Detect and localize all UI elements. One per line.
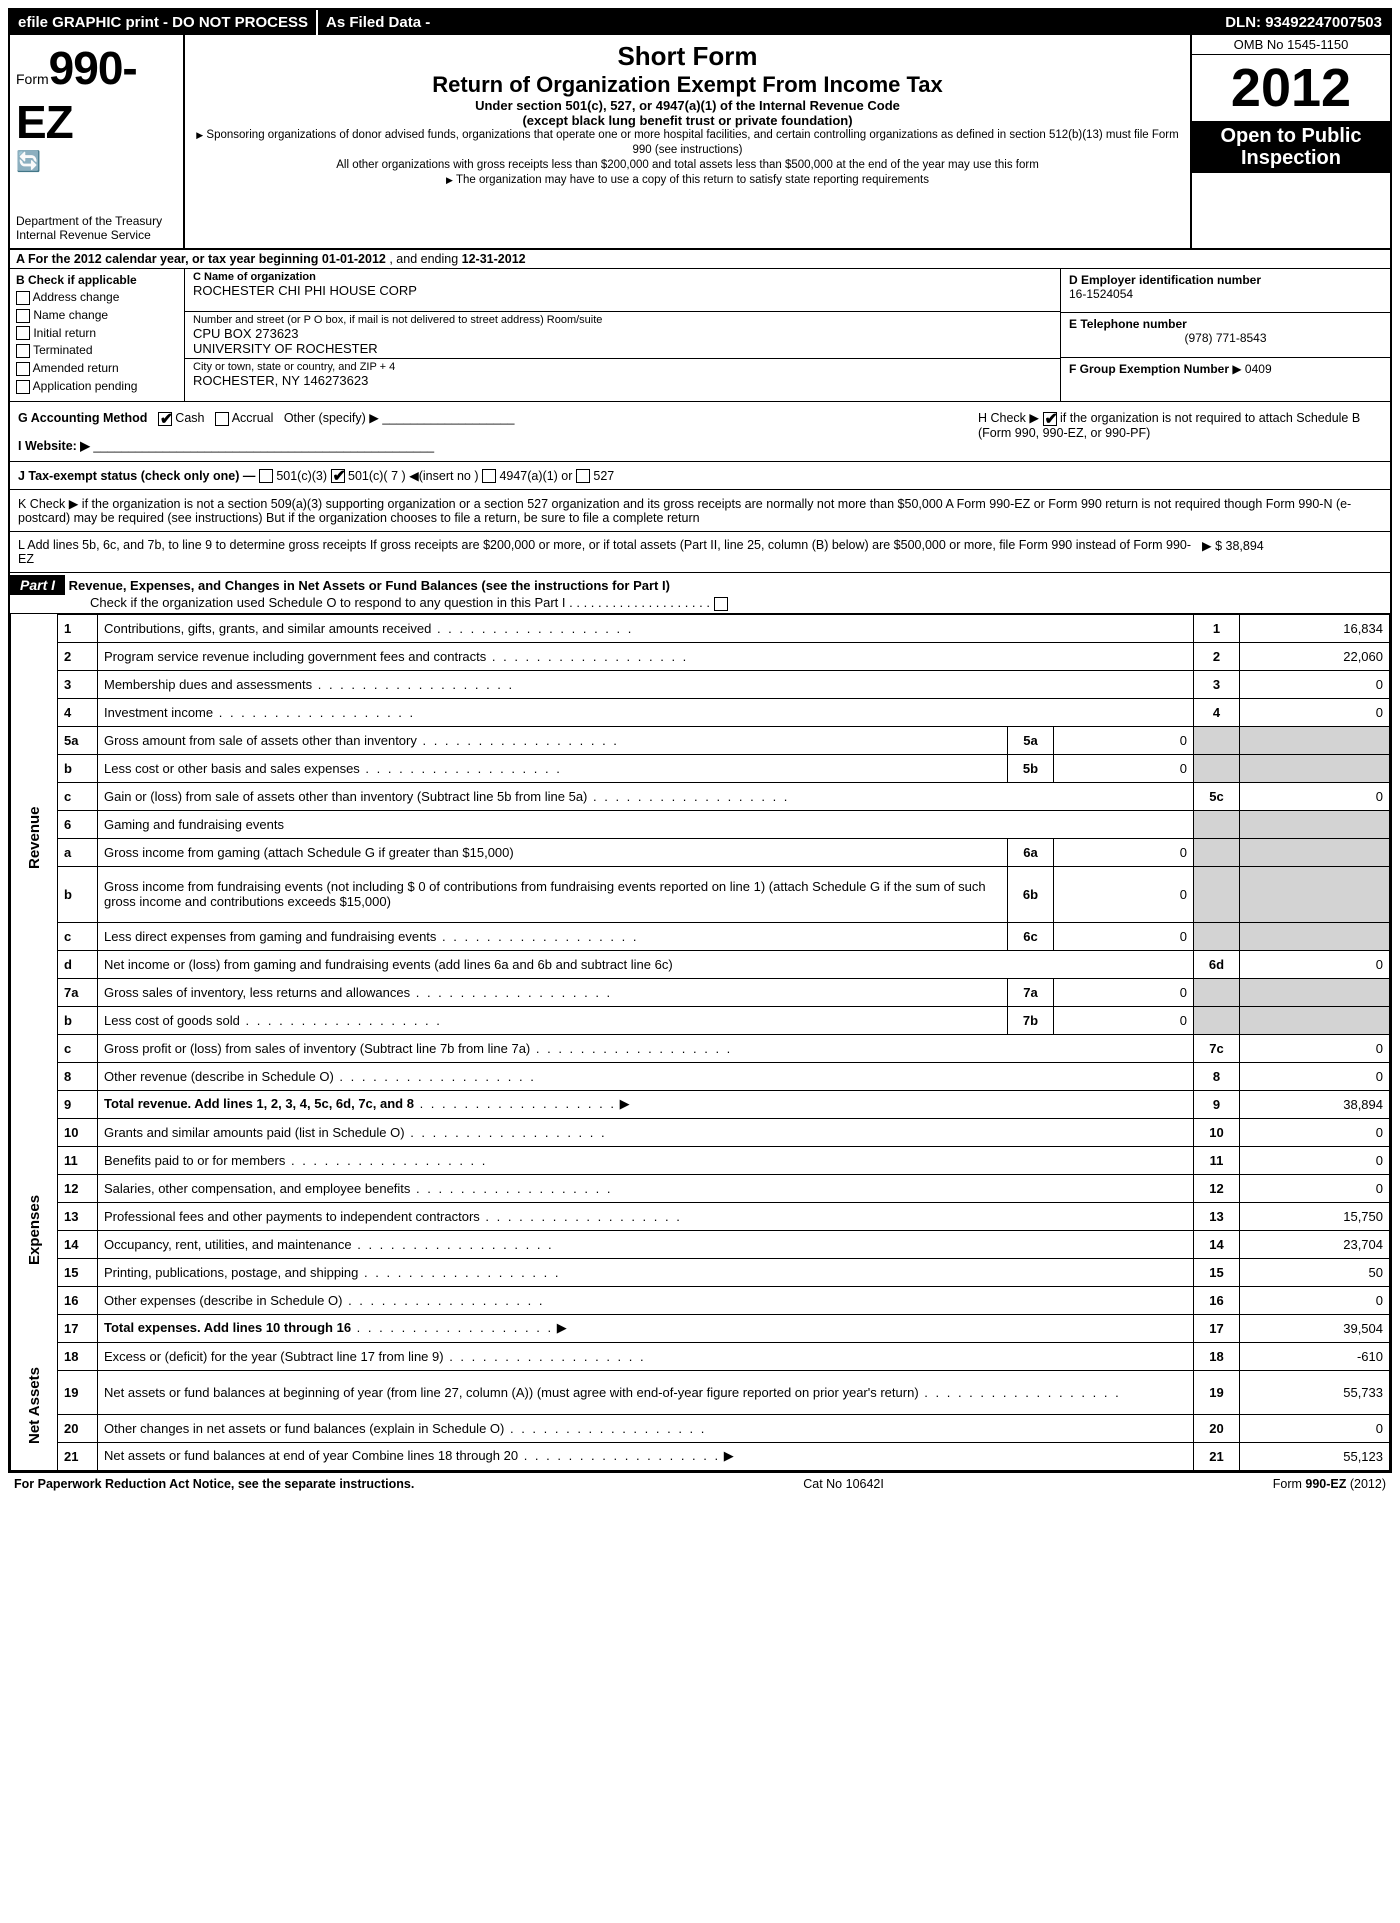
form-number: 990-EZ xyxy=(16,42,137,148)
as-filed-label: As Filed Data - xyxy=(318,10,1217,35)
check-schedule-o[interactable] xyxy=(714,597,728,611)
org-street1: CPU BOX 273623 xyxy=(193,326,1052,341)
title-box: Short Form Return of Organization Exempt… xyxy=(185,35,1190,248)
section-g: G Accounting Method Cash Accrual Other (… xyxy=(10,402,970,461)
short-form-title: Short Form xyxy=(195,41,1180,72)
val-line5b: 0 xyxy=(1054,754,1194,782)
section-b: B Check if applicable Address change Nam… xyxy=(10,269,185,401)
check-address-change[interactable] xyxy=(16,291,30,305)
header-row: Form990-EZ 🔄 Department of the Treasury … xyxy=(10,35,1390,250)
check-4947[interactable] xyxy=(482,469,496,483)
side-netassets: Net Assets xyxy=(11,1342,58,1470)
val-line6b: 0 xyxy=(1054,866,1194,922)
gh-row: G Accounting Method Cash Accrual Other (… xyxy=(10,402,1390,462)
val-line6c: 0 xyxy=(1054,922,1194,950)
val-line2: 22,060 xyxy=(1240,642,1390,670)
side-expenses: Expenses xyxy=(11,1118,58,1342)
val-line6d: 0 xyxy=(1240,950,1390,978)
subtitle: Under section 501(c), 527, or 4947(a)(1)… xyxy=(195,98,1180,113)
check-501c3[interactable] xyxy=(259,469,273,483)
val-line15: 50 xyxy=(1240,1258,1390,1286)
part1-title: Revenue, Expenses, and Changes in Net As… xyxy=(69,578,670,593)
check-pending[interactable] xyxy=(16,380,30,394)
check-schedule-b[interactable] xyxy=(1043,412,1057,426)
val-line4: 0 xyxy=(1240,698,1390,726)
form-container: efile GRAPHIC print - DO NOT PROCESS As … xyxy=(8,8,1392,1473)
val-line6a: 0 xyxy=(1054,838,1194,866)
val-line13: 15,750 xyxy=(1240,1202,1390,1230)
val-line5a: 0 xyxy=(1054,726,1194,754)
top-bar: efile GRAPHIC print - DO NOT PROCESS As … xyxy=(10,10,1390,35)
year-box: OMB No 1545-1150 2012 Open to Public Ins… xyxy=(1190,35,1390,248)
efile-notice: efile GRAPHIC print - DO NOT PROCESS xyxy=(10,10,318,35)
val-line9: 38,894 xyxy=(1240,1090,1390,1118)
section-c: C Name of organization ROCHESTER CHI PHI… xyxy=(185,269,1060,401)
section-j: J Tax-exempt status (check only one) — 5… xyxy=(10,462,1390,491)
check-terminated[interactable] xyxy=(16,344,30,358)
footer: For Paperwork Reduction Act Notice, see … xyxy=(8,1473,1392,1495)
section-h: H Check ▶ if the organization is not req… xyxy=(970,402,1390,461)
group-exemption: ▶ 0409 xyxy=(1232,362,1271,376)
check-501c[interactable] xyxy=(331,469,345,483)
part1-label: Part I xyxy=(10,575,65,595)
part1-header-row: Part I Revenue, Expenses, and Changes in… xyxy=(10,573,1390,614)
fine-print-1: Sponsoring organizations of donor advise… xyxy=(206,129,1178,156)
val-line7a: 0 xyxy=(1054,978,1194,1006)
val-line8: 0 xyxy=(1240,1062,1390,1090)
paperwork-notice: For Paperwork Reduction Act Notice, see … xyxy=(14,1477,414,1491)
val-line19: 55,733 xyxy=(1240,1370,1390,1414)
section-i: I Website: ▶ xyxy=(18,439,90,453)
line-a: A For the 2012 calendar year, or tax yea… xyxy=(10,250,1390,269)
phone: (978) 771-8543 xyxy=(1069,331,1382,345)
val-line1: 16,834 xyxy=(1240,614,1390,642)
main-table: Revenue 1 Contributions, gifts, grants, … xyxy=(10,614,1390,1471)
val-line12: 0 xyxy=(1240,1174,1390,1202)
check-accrual[interactable] xyxy=(215,412,229,426)
open-to-public: Open to Public Inspection xyxy=(1192,121,1390,173)
val-line3: 0 xyxy=(1240,670,1390,698)
tax-year: 2012 xyxy=(1192,55,1390,121)
main-title: Return of Organization Exempt From Incom… xyxy=(195,72,1180,98)
org-street2: UNIVERSITY OF ROCHESTER xyxy=(193,341,1052,356)
val-line7c: 0 xyxy=(1240,1034,1390,1062)
val-line18: -610 xyxy=(1240,1342,1390,1370)
side-revenue: Revenue xyxy=(11,614,58,1062)
bcde-row: B Check if applicable Address change Nam… xyxy=(10,269,1390,402)
val-line16: 0 xyxy=(1240,1286,1390,1314)
gross-receipts: ▶ $ 38,894 xyxy=(1202,538,1382,566)
val-line11: 0 xyxy=(1240,1146,1390,1174)
val-line17: 39,504 xyxy=(1240,1314,1390,1342)
check-amended[interactable] xyxy=(16,362,30,376)
check-initial-return[interactable] xyxy=(16,326,30,340)
part1-check-line: Check if the organization used Schedule … xyxy=(10,595,710,610)
section-k: K Check ▶ if the organization is not a s… xyxy=(10,490,1390,532)
val-line14: 23,704 xyxy=(1240,1230,1390,1258)
fine-print-3: The organization may have to use a copy … xyxy=(456,174,929,186)
val-line7b: 0 xyxy=(1054,1006,1194,1034)
val-line10: 0 xyxy=(1240,1118,1390,1146)
section-l: L Add lines 5b, 6c, and 7b, to line 9 to… xyxy=(10,532,1390,573)
check-name-change[interactable] xyxy=(16,309,30,323)
dept-irs: Internal Revenue Service xyxy=(16,228,177,242)
fine-print-2: All other organizations with gross recei… xyxy=(195,158,1180,173)
paren-note: (except black lung benefit trust or priv… xyxy=(195,113,1180,128)
form-number-box: Form990-EZ 🔄 Department of the Treasury … xyxy=(10,35,185,248)
val-line21: 55,123 xyxy=(1240,1442,1390,1470)
section-def: D Employer identification number 16-1524… xyxy=(1060,269,1390,401)
form-footer: Form 990-EZ (2012) xyxy=(1273,1477,1386,1491)
omb-number: OMB No 1545-1150 xyxy=(1192,35,1390,55)
val-line5c: 0 xyxy=(1240,782,1390,810)
org-city: ROCHESTER, NY 146273623 xyxy=(193,373,1052,388)
form-prefix: Form xyxy=(16,71,49,87)
check-527[interactable] xyxy=(576,469,590,483)
check-cash[interactable] xyxy=(158,412,172,426)
dln-number: DLN: 93492247007503 xyxy=(1217,10,1390,35)
cat-number: Cat No 10642I xyxy=(803,1477,884,1491)
dept-treasury: Department of the Treasury xyxy=(16,214,177,228)
org-name: ROCHESTER CHI PHI HOUSE CORP xyxy=(193,283,1052,298)
val-line20: 0 xyxy=(1240,1414,1390,1442)
ein: 16-1524054 xyxy=(1069,287,1133,301)
